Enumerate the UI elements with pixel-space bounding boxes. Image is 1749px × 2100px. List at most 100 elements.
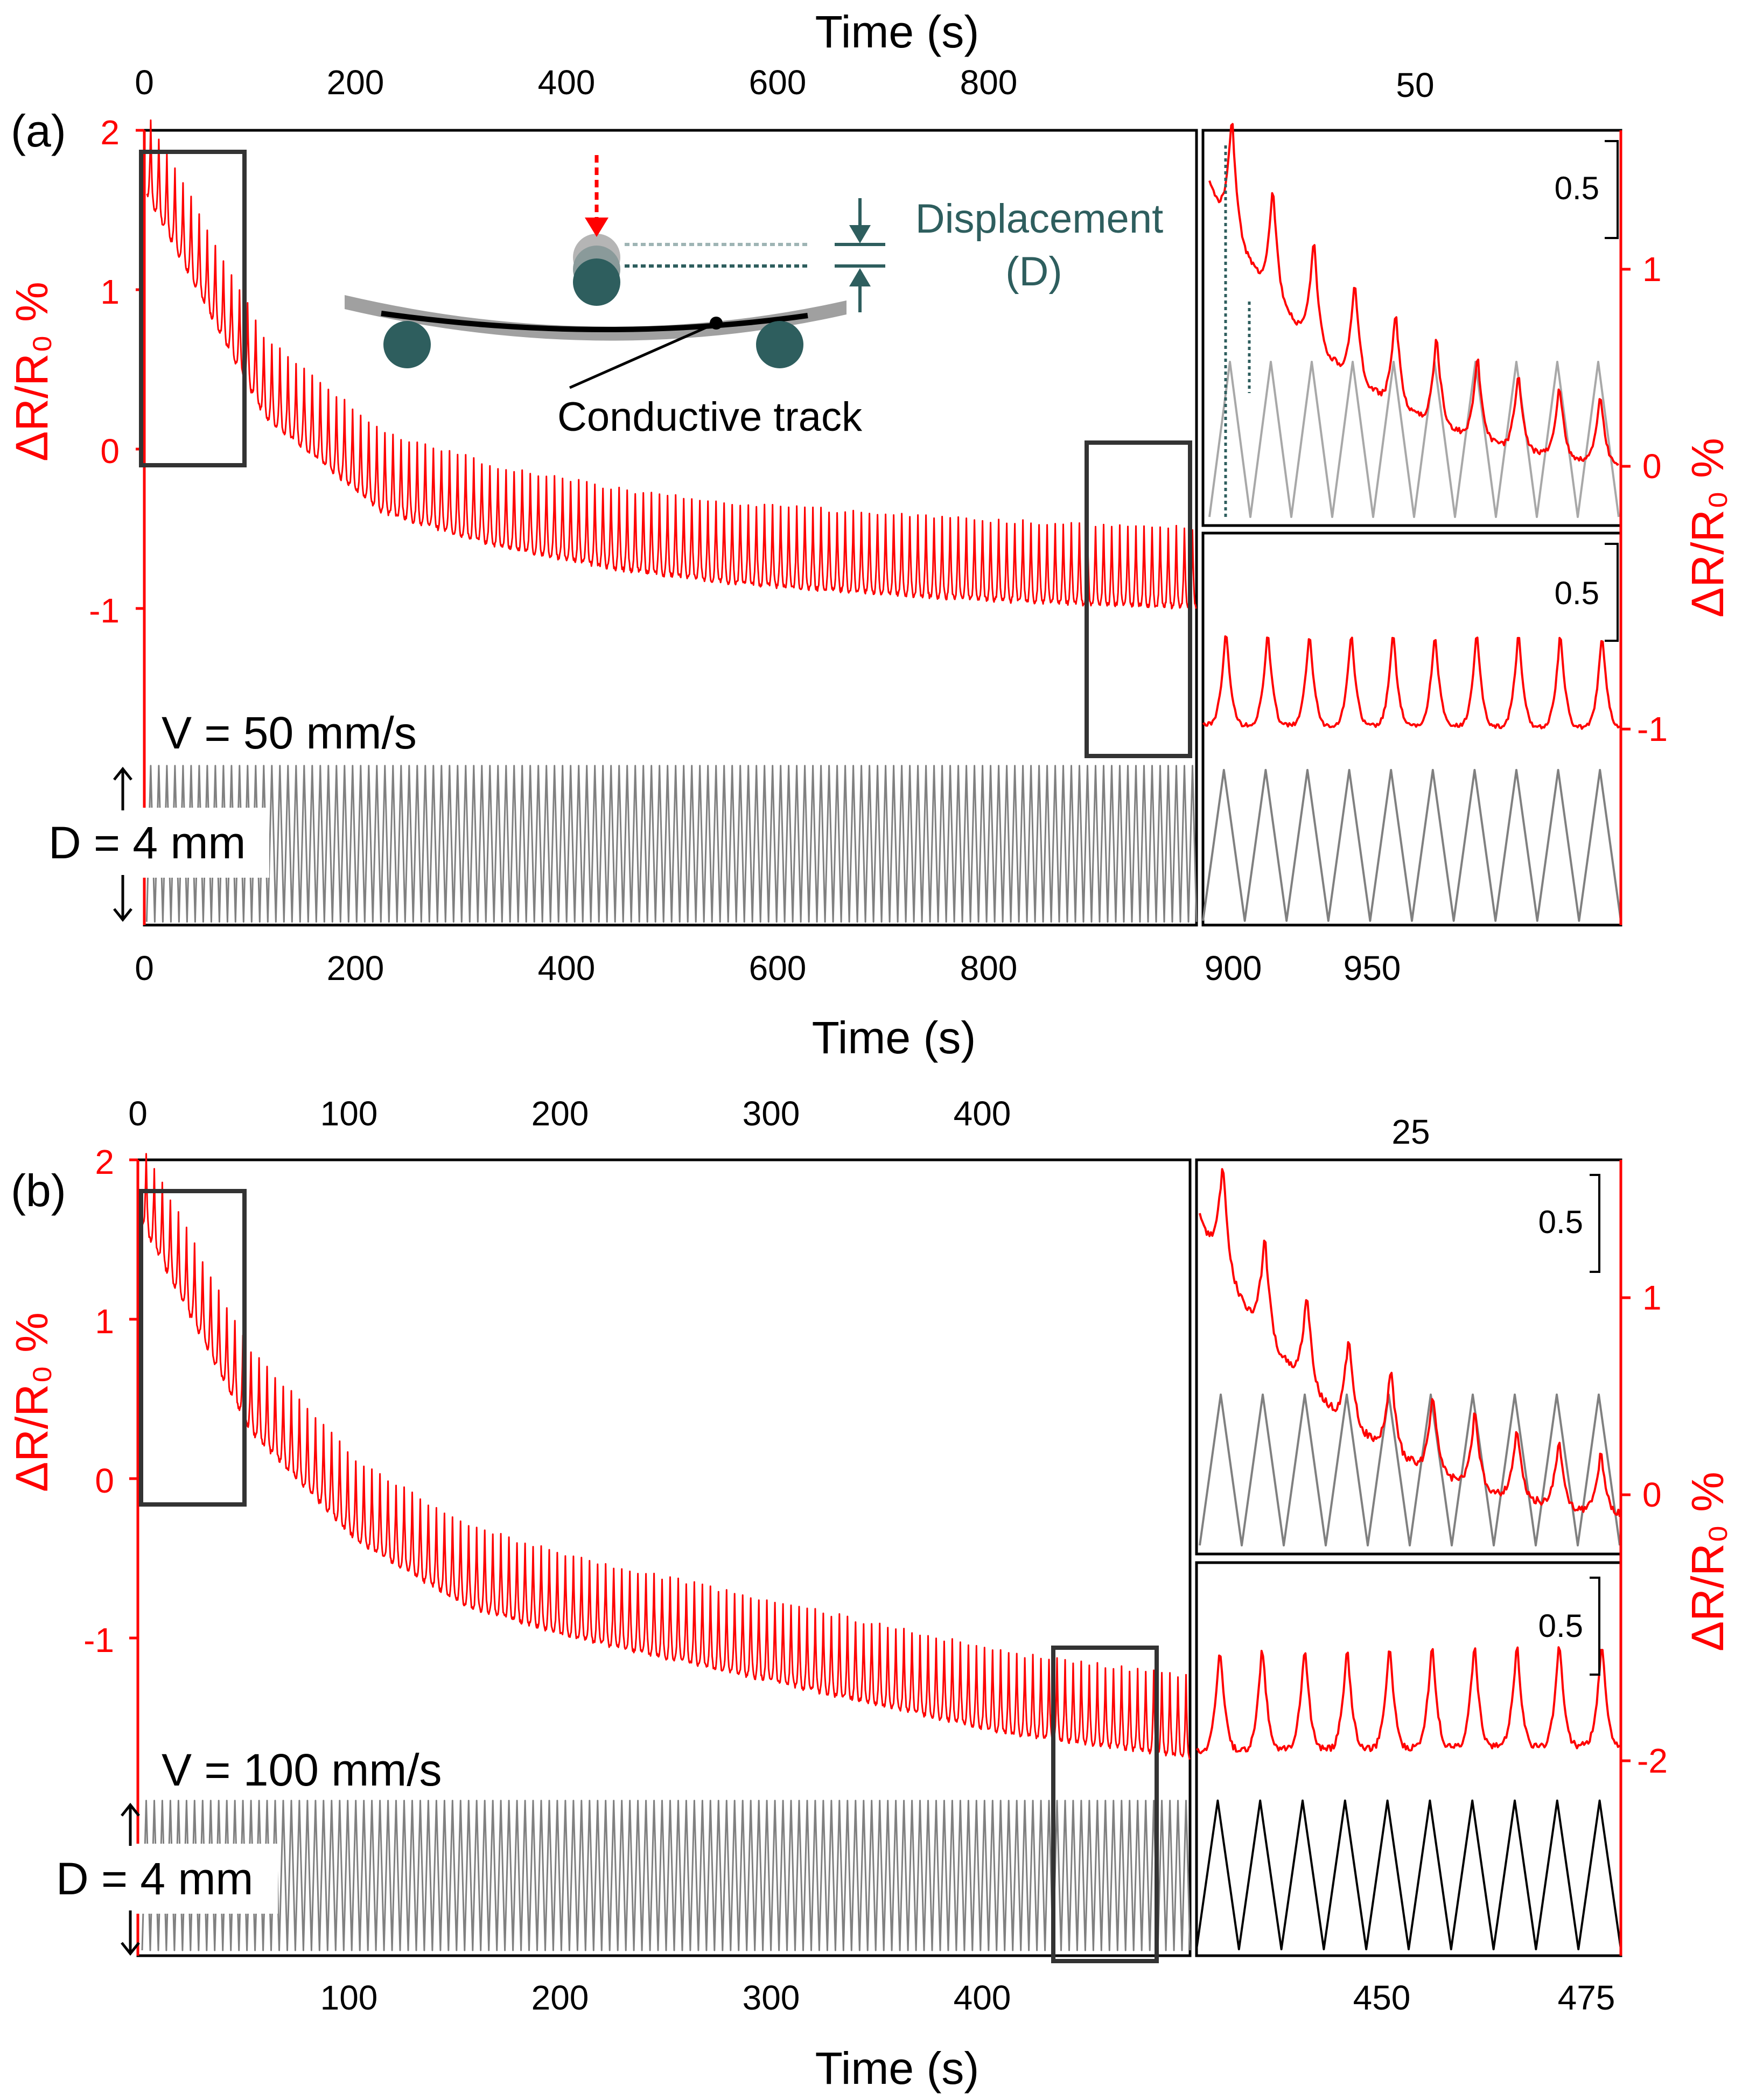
panel-a-top-tick: 400 <box>538 63 596 102</box>
panel-a-top-tick: 0 <box>135 63 154 102</box>
panel-b-bottom-tick: 400 <box>954 1978 1011 2017</box>
panel-b-displacement-label: D = 4 mm <box>56 1853 253 1904</box>
panel-a-zoom-box-start <box>139 150 247 467</box>
panel-a-inset-bottom-displacement <box>1202 769 1622 922</box>
panel-b-resistance-line <box>141 1153 1191 1760</box>
panel-b-displacement-line <box>141 1800 1191 1951</box>
loading-roller <box>573 258 620 306</box>
panel-b-label: (b) <box>11 1165 66 1216</box>
panel-b-top-tick: 0 <box>128 1094 148 1133</box>
panel-a-right-tick: -1 <box>1637 710 1668 748</box>
panel-b-y-tick: 2 <box>95 1143 114 1181</box>
panel-b-zoom-box-start <box>139 1189 247 1507</box>
panel-a-top-tick: 800 <box>960 63 1018 102</box>
panel-a-speed-label: V = 50 mm/s <box>162 708 417 758</box>
panel-b-bottom-tick: 300 <box>743 1978 800 2017</box>
panel-b-inset-bottom-displacement <box>1195 1800 1622 1950</box>
panel-b-inset-top-displacement <box>1199 1394 1621 1546</box>
panel-a-right-tick: 1 <box>1642 250 1662 289</box>
panel-a-inset-bottom-scale-bar <box>1605 543 1619 642</box>
panel-a-resistance-series <box>146 119 1197 610</box>
panel-b-inset-bottom-scale-bar <box>1590 1577 1600 1676</box>
panel-b-top-tick: 100 <box>320 1094 378 1133</box>
panel-a-right-ylabel: ΔR/R₀ % <box>1682 438 1733 618</box>
panel-a-inset-bottom-tick: 950 <box>1344 949 1401 988</box>
panel-a-zoom-box-end <box>1085 440 1192 758</box>
panel-b-top-tick: 400 <box>954 1094 1011 1133</box>
conductive-track <box>381 311 808 333</box>
load-arrow-head <box>585 218 608 237</box>
panel-b-top-tick: 300 <box>743 1094 800 1133</box>
panel-a-ylabel: ΔR/R₀ % <box>6 282 57 461</box>
panel-a-displacement-series <box>145 765 1198 923</box>
panel-a-inset-top-scale-label: 0.5 <box>1555 170 1599 206</box>
displacement-arrow-top-head <box>849 225 871 243</box>
panel-b-inset-bottom-tick: 475 <box>1558 1978 1615 2017</box>
panel-b-displacement-series <box>141 1800 1191 1951</box>
panel-a-right-tick: 0 <box>1642 447 1662 486</box>
panel-b-right-tick: -2 <box>1637 1741 1668 1780</box>
panel-a-bottom-tick: 600 <box>749 949 807 988</box>
panel-b-inset-top-resistance <box>1199 1168 1621 1517</box>
displacement-arrow-bottom-head <box>849 268 871 286</box>
panel-a-inset-top-tick: 50 <box>1396 66 1434 104</box>
panel-a: Time (s) (a) 0 200 400 600 800 ΔR/R₀ % 2… <box>6 6 1733 1063</box>
panel-b-inset-bottom-tick: 450 <box>1353 1978 1411 2017</box>
panel-b: (b) 0 100 200 300 400 ΔR/R₀ % 2 1 0 -1 1… <box>6 1094 1733 2094</box>
panel-b-displacement-label-bg <box>52 1844 278 1914</box>
panel-b-resistance-series <box>141 1153 1191 1760</box>
track-pointer <box>569 321 717 389</box>
panel-b-bottom-tick: 200 <box>531 1978 589 2017</box>
panel-b-inset-bottom-scale-label: 0.5 <box>1538 1608 1583 1644</box>
panel-a-inset-top-scale-bar <box>1605 140 1619 239</box>
panel-b-inset-bottom-series <box>1195 1646 1622 1950</box>
panel-b-bottom-tick: 100 <box>320 1978 378 2017</box>
panel-b-inset-bottom-resistance <box>1195 1646 1621 1754</box>
displacement-label: Displacement <box>915 196 1163 242</box>
panel-b-bottom-xlabel: Time (s) <box>815 2043 980 2094</box>
panel-b-right-tick: 1 <box>1642 1278 1662 1317</box>
panel-a-displacement-arrow <box>113 766 132 922</box>
panel-b-inset-top-scale-bar <box>1590 1174 1600 1273</box>
panel-a-top-tick: 200 <box>327 63 384 102</box>
conductive-track-label: Conductive track <box>557 394 863 440</box>
panel-a-y-tick: 2 <box>100 113 120 152</box>
panel-a-bottom-tick: 200 <box>327 949 384 988</box>
panel-a-displacement-line <box>145 765 1198 923</box>
panel-b-top-tick: 200 <box>531 1094 589 1133</box>
bending-test-schematic: Displacement (D) Conductive track <box>345 155 1163 440</box>
beam-bent <box>345 295 846 341</box>
panel-b-displacement-arrow <box>121 1802 140 1956</box>
support-roller-right <box>756 321 803 368</box>
panel-a-inset-top-displacement <box>1208 361 1620 518</box>
panel-a-top-xlabel: Time (s) <box>815 6 980 57</box>
panel-b-right-ylabel: ΔR/R₀ % <box>1682 1472 1733 1651</box>
panel-a-inset-top-series <box>1208 123 1620 518</box>
panel-b-y-tick: 0 <box>95 1461 114 1500</box>
panel-b-inset-top-series <box>1199 1168 1621 1546</box>
panel-a-label: (a) <box>11 106 66 156</box>
panel-a-bottom-tick: 400 <box>538 949 596 988</box>
panel-b-zoom-box-end <box>1051 1646 1159 1963</box>
panel-b-inset-top-scale-label: 0.5 <box>1538 1204 1583 1240</box>
panel-a-inset-bottom-tick: 900 <box>1205 949 1262 988</box>
panel-b-y-tick: 1 <box>95 1302 114 1341</box>
panel-a-inset-bottom-scale-label: 0.5 <box>1555 575 1599 611</box>
panel-b-y-tick: -1 <box>83 1621 114 1660</box>
panel-a-bottom-xlabel: Time (s) <box>812 1012 976 1063</box>
panel-a-y-tick: 1 <box>100 272 120 311</box>
panel-a-displacement-label: D = 4 mm <box>48 817 246 868</box>
panel-b-speed-label: V = 100 mm/s <box>162 1745 442 1795</box>
panel-a-y-tick: 0 <box>100 432 120 471</box>
support-roller-left <box>383 321 431 368</box>
panel-a-inset-top-resistance <box>1208 123 1619 466</box>
panel-a-bottom-tick: 800 <box>960 949 1018 988</box>
panel-a-resistance-line <box>146 119 1197 610</box>
panel-a-displacement-label-bg <box>43 808 269 878</box>
panel-b-ylabel: ΔR/R₀ % <box>6 1312 57 1492</box>
panel-b-inset-top-tick: 25 <box>1391 1112 1430 1151</box>
panel-a-inset-bottom-resistance <box>1202 635 1621 730</box>
panel-b-right-tick: 0 <box>1642 1475 1662 1514</box>
panel-a-bottom-tick: 0 <box>135 949 154 988</box>
